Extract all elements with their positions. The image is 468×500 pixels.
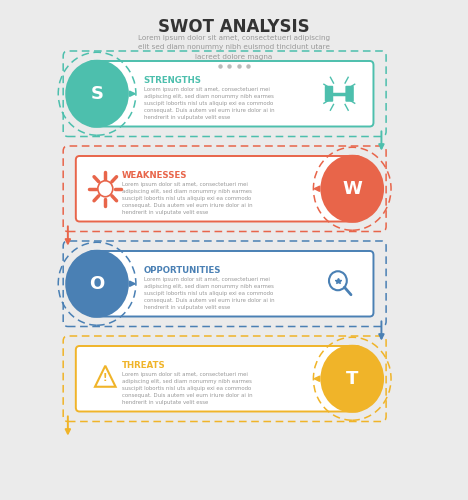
Text: Lorem ipsum dolor sit amet, consectetueri mei
adipiscing elit, sed diam nonummy : Lorem ipsum dolor sit amet, consectetuer… [144, 86, 274, 120]
Circle shape [65, 60, 129, 128]
Text: THREATS: THREATS [122, 361, 165, 370]
Text: Lorem ipsum dolor sit amet, consectetueri mei
adipiscing elit, sed diam nonummy : Lorem ipsum dolor sit amet, consectetuer… [122, 372, 252, 406]
FancyBboxPatch shape [76, 346, 361, 412]
Text: !: ! [103, 373, 108, 383]
Text: Lorem ipsum dolor sit amet, consectetueri adipiscing
elit sed diam nonummy nibh : Lorem ipsum dolor sit amet, consectetuer… [138, 35, 330, 60]
Text: T: T [346, 370, 358, 388]
Circle shape [321, 345, 384, 413]
Text: SWOT ANALYSIS: SWOT ANALYSIS [158, 18, 310, 36]
Text: STRENGTHS: STRENGTHS [144, 76, 202, 85]
FancyBboxPatch shape [88, 251, 373, 316]
Circle shape [321, 155, 384, 223]
Text: OPPORTUNITIES: OPPORTUNITIES [144, 266, 221, 275]
Text: W: W [342, 180, 362, 198]
FancyBboxPatch shape [325, 86, 333, 102]
Text: Lorem ipsum dolor sit amet, consectetueri mei
adipiscing elit, sed diam nonummy : Lorem ipsum dolor sit amet, consectetuer… [122, 182, 252, 216]
FancyBboxPatch shape [88, 61, 373, 126]
FancyBboxPatch shape [76, 156, 361, 222]
Circle shape [65, 250, 129, 318]
Text: Lorem ipsum dolor sit amet, consectetueri mei
adipiscing elit, sed diam nonummy : Lorem ipsum dolor sit amet, consectetuer… [144, 276, 274, 310]
Text: S: S [91, 84, 103, 103]
FancyBboxPatch shape [345, 86, 354, 102]
Text: O: O [89, 275, 105, 292]
Text: WEAKNESSES: WEAKNESSES [122, 171, 187, 180]
